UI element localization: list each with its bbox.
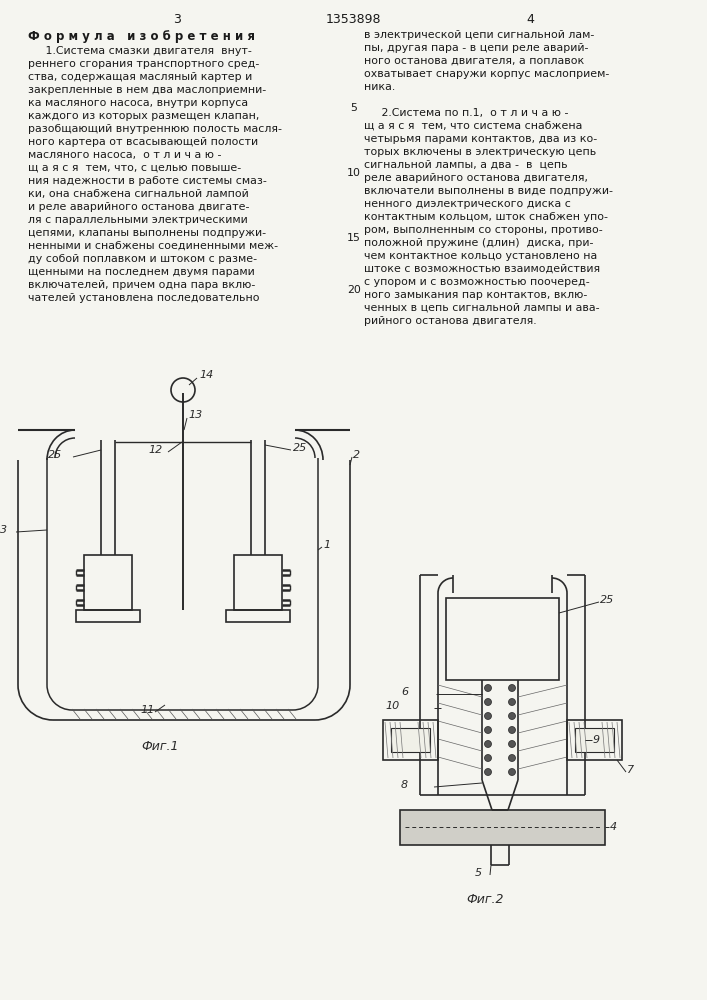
Text: ного замыкания пар контактов, вклю-: ного замыкания пар контактов, вклю-	[364, 290, 588, 300]
Text: ного останова двигателя, а поплавок: ного останова двигателя, а поплавок	[364, 56, 584, 66]
Text: охватывает снаружи корпус маслоприем-: охватывает снаружи корпус маслоприем-	[364, 69, 609, 79]
Circle shape	[508, 754, 515, 762]
Text: включателей, причем одна пара вклю-: включателей, причем одна пара вклю-	[28, 280, 255, 290]
Text: 1353898: 1353898	[325, 13, 381, 26]
Text: 12: 12	[148, 445, 162, 455]
Text: ния надежности в работе системы смаз-: ния надежности в работе системы смаз-	[28, 176, 267, 186]
Circle shape	[508, 726, 515, 734]
Circle shape	[508, 712, 515, 720]
Text: цепями, клапаны выполнены подпружи-: цепями, клапаны выполнены подпружи-	[28, 228, 266, 238]
Text: пы, другая пара - в цепи реле аварий-: пы, другая пара - в цепи реле аварий-	[364, 43, 588, 53]
Text: 2: 2	[353, 450, 360, 460]
Text: ненного диэлектрического диска с: ненного диэлектрического диска с	[364, 199, 571, 209]
Text: 5: 5	[351, 103, 358, 113]
Circle shape	[508, 740, 515, 748]
Text: 8: 8	[401, 780, 408, 790]
Text: 11: 11	[140, 705, 154, 715]
Bar	[234, 555, 282, 610]
Text: 2.Система по п.1,  о т л и ч а ю -: 2.Система по п.1, о т л и ч а ю -	[364, 108, 568, 118]
Circle shape	[484, 740, 491, 748]
Text: Ф о р м у л а   и з о б р е т е н и я: Ф о р м у л а и з о б р е т е н и я	[28, 30, 255, 43]
Text: 6: 6	[401, 687, 408, 697]
Text: ства, содержащая масляный картер и: ства, содержащая масляный картер и	[28, 72, 252, 82]
Text: щенными на последнем двумя парами: щенными на последнем двумя парами	[28, 267, 255, 277]
Text: ненными и снабжены соединенными меж-: ненными и снабжены соединенными меж-	[28, 241, 278, 251]
Text: ного картера от всасывающей полости: ного картера от всасывающей полости	[28, 137, 258, 147]
Text: ду собой поплавком и штоком с разме-: ду собой поплавком и штоком с разме-	[28, 254, 257, 264]
Text: ки, она снабжена сигнальной лампой: ки, она снабжена сигнальной лампой	[28, 189, 249, 199]
Bar	[84, 555, 132, 610]
Text: сигнальной лампы, а два -  в  цепь: сигнальной лампы, а два - в цепь	[364, 160, 568, 170]
Bar	[400, 810, 605, 845]
Text: щ а я с я  тем, что система снабжена: щ а я с я тем, что система снабжена	[364, 121, 583, 131]
Circle shape	[484, 712, 491, 720]
Text: 7: 7	[627, 765, 634, 775]
Bar	[575, 728, 614, 752]
Text: контактным кольцом, шток снабжен упо-: контактным кольцом, шток снабжен упо-	[364, 212, 608, 222]
Text: штоке с возможностью взаимодействия: штоке с возможностью взаимодействия	[364, 264, 600, 274]
Text: рийного останова двигателя.: рийного останова двигателя.	[364, 316, 537, 326]
Circle shape	[484, 698, 491, 706]
Text: торых включены в электрическую цепь: торых включены в электрическую цепь	[364, 147, 596, 157]
Text: 25: 25	[600, 595, 614, 605]
Circle shape	[508, 698, 515, 706]
Text: включатели выполнены в виде подпружи-: включатели выполнены в виде подпружи-	[364, 186, 613, 196]
Text: Фиг.2: Фиг.2	[466, 893, 504, 906]
Circle shape	[484, 684, 491, 692]
Text: 4: 4	[526, 13, 534, 26]
Text: 20: 20	[347, 285, 361, 295]
Text: четырьмя парами контактов, два из ко-: четырьмя парами контактов, два из ко-	[364, 134, 597, 144]
Text: разобщающий внутреннюю полость масля-: разобщающий внутреннюю полость масля-	[28, 124, 282, 134]
Text: ля с параллельными электрическими: ля с параллельными электрическими	[28, 215, 247, 225]
Text: 1.Система смазки двигателя  внут-: 1.Система смазки двигателя внут-	[28, 46, 252, 56]
Text: 5: 5	[475, 868, 482, 878]
Text: 3: 3	[0, 525, 7, 535]
Text: 10: 10	[386, 701, 400, 711]
Text: в электрической цепи сигнальной лам-: в электрической цепи сигнальной лам-	[364, 30, 595, 40]
Bar	[391, 728, 430, 752]
Text: 14: 14	[199, 370, 214, 380]
Text: закрепленные в нем два маслоприемни-: закрепленные в нем два маслоприемни-	[28, 85, 267, 95]
Text: 3: 3	[173, 13, 181, 26]
Circle shape	[484, 768, 491, 776]
Circle shape	[484, 726, 491, 734]
Text: 25: 25	[293, 443, 308, 453]
Text: 4: 4	[610, 822, 617, 832]
Text: ка масляного насоса, внутри корпуса: ка масляного насоса, внутри корпуса	[28, 98, 248, 108]
Text: 1: 1	[323, 540, 330, 550]
Text: реннего сгорания транспортного сред-: реннего сгорания транспортного сред-	[28, 59, 259, 69]
Text: ром, выполненным со стороны, противо-: ром, выполненным со стороны, противо-	[364, 225, 603, 235]
Circle shape	[508, 768, 515, 776]
Text: каждого из которых размещен клапан,: каждого из которых размещен клапан,	[28, 111, 259, 121]
Bar	[226, 610, 290, 622]
Text: чателей установлена последовательно: чателей установлена последовательно	[28, 293, 259, 303]
Text: 13: 13	[188, 410, 202, 420]
Bar	[76, 610, 140, 622]
Text: 10: 10	[347, 168, 361, 178]
Bar	[383, 720, 438, 760]
Text: щ а я с я  тем, что, с целью повыше-: щ а я с я тем, что, с целью повыше-	[28, 163, 241, 173]
Text: 9: 9	[593, 735, 600, 745]
Text: чем контактное кольцо установлено на: чем контактное кольцо установлено на	[364, 251, 597, 261]
Circle shape	[484, 754, 491, 762]
Bar	[567, 720, 622, 760]
Text: Фиг.1: Фиг.1	[141, 740, 179, 753]
Text: 15: 15	[347, 233, 361, 243]
Text: ченных в цепь сигнальной лампы и ава-: ченных в цепь сигнальной лампы и ава-	[364, 303, 600, 313]
Text: положной пружине (длин)  диска, при-: положной пружине (длин) диска, при-	[364, 238, 593, 248]
Text: и реле аварийного останова двигате-: и реле аварийного останова двигате-	[28, 202, 250, 212]
Text: масляного насоса,  о т л и ч а ю -: масляного насоса, о т л и ч а ю -	[28, 150, 221, 160]
Text: ника.: ника.	[364, 82, 395, 92]
Bar	[446, 598, 559, 680]
Text: реле аварийного останова двигателя,: реле аварийного останова двигателя,	[364, 173, 588, 183]
Circle shape	[508, 684, 515, 692]
Text: 25: 25	[48, 450, 62, 460]
Text: с упором и с возможностью поочеред-: с упором и с возможностью поочеред-	[364, 277, 590, 287]
